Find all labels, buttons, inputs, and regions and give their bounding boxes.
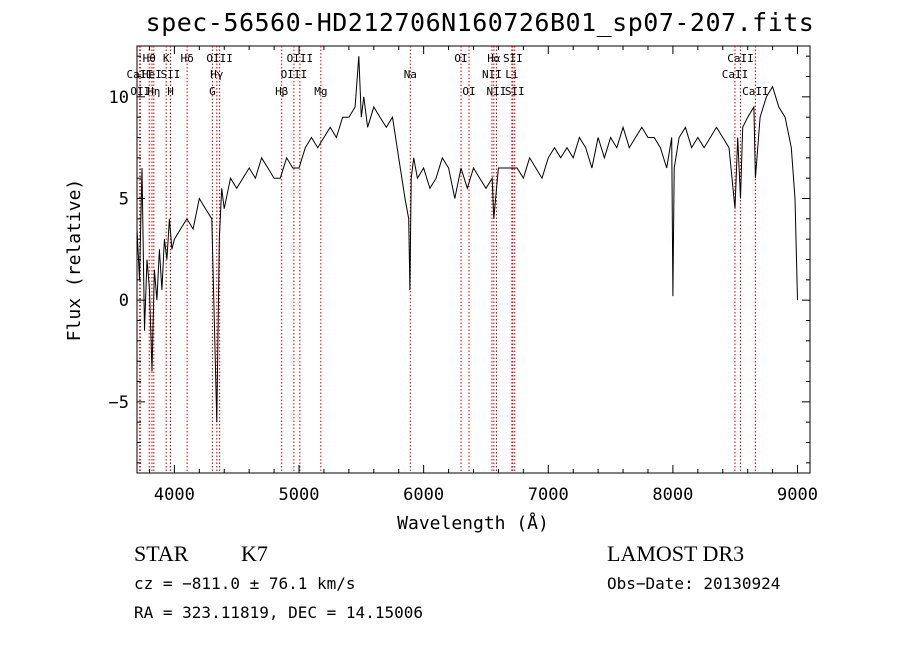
line-marker-labels: Hθ CaII OII HeI Hη K SII H Hδ OIII Hγ G OIII OIII Hβ Mg…	[126, 52, 768, 98]
line-marker-label: SII	[505, 85, 525, 98]
coordinates: RA = 323.11819, DEC = 14.15006	[134, 603, 423, 622]
spectrum-line	[136, 56, 798, 423]
line-marker-label: HeI	[142, 68, 162, 81]
line-marker-label: CaII	[727, 52, 754, 65]
line-marker-label: Hα	[487, 52, 501, 65]
y-tick-label: 10	[109, 88, 129, 108]
line-marker-label: OI	[454, 52, 467, 65]
line-marker-label: Hβ	[275, 85, 289, 98]
x-tick-label: 8000	[652, 485, 693, 505]
line-marker-label: CaII	[722, 68, 749, 81]
observation-date: Obs−Date: 20130924	[607, 574, 781, 593]
line-marker-label: CaII	[742, 85, 769, 98]
x-tick-label: 5000	[279, 485, 320, 505]
line-marker-label: SII	[160, 68, 180, 81]
line-marker-label: K	[163, 52, 170, 65]
line-marker-label: OII	[130, 85, 150, 98]
line-marker-label: Hδ	[180, 52, 193, 65]
line-marker-label: NII	[482, 68, 502, 81]
line-marker-label: Na	[404, 68, 417, 81]
line-marker-label: OIII	[281, 68, 308, 81]
line-marker-label: Hη	[147, 85, 160, 98]
line-marker-label: H	[167, 85, 174, 98]
x-tick-label: 7000	[528, 485, 569, 505]
x-axis-ticks: 4000 5000 6000 7000 8000 9000	[148, 46, 818, 505]
line-marker-label: Hθ	[143, 52, 156, 65]
line-marker-label: OIII	[287, 52, 314, 65]
line-marker-label: OIII	[206, 52, 233, 65]
plot-frame	[136, 45, 811, 474]
object-subclass: K7	[241, 541, 268, 566]
line-marker-label: NII	[486, 85, 506, 98]
x-tick-label: 6000	[403, 485, 444, 505]
y-axis-label: Flux (relative)	[64, 179, 85, 342]
line-marker-label: CaII	[126, 68, 153, 81]
line-marker-label: G	[209, 85, 216, 98]
object-class: STAR	[134, 541, 189, 566]
y-tick-label: 5	[119, 190, 129, 210]
y-tick-label: 0	[119, 291, 129, 311]
x-tick-label: 9000	[777, 485, 818, 505]
x-axis-label: Wavelength (Å)	[397, 512, 549, 534]
line-marker-label: OI	[462, 85, 475, 98]
line-marker-label: SII	[503, 52, 523, 65]
survey-name: LAMOST DR3	[607, 541, 745, 566]
x-tick-label: 4000	[154, 485, 195, 505]
line-marker-label: Hγ	[210, 68, 224, 81]
chart-title: spec-56560-HD212706N160726B01_sp07-207.f…	[145, 8, 815, 37]
redshift-velocity: cz = −811.0 ± 76.1 km/s	[134, 574, 356, 593]
y-tick-label: −5	[109, 393, 129, 413]
line-markers	[139, 46, 756, 473]
line-marker-label: Li	[505, 68, 518, 81]
line-marker-label: Mg	[314, 85, 327, 98]
y-axis-ticks: −5 0 5 10	[109, 55, 810, 464]
spectrum-series	[136, 56, 798, 423]
